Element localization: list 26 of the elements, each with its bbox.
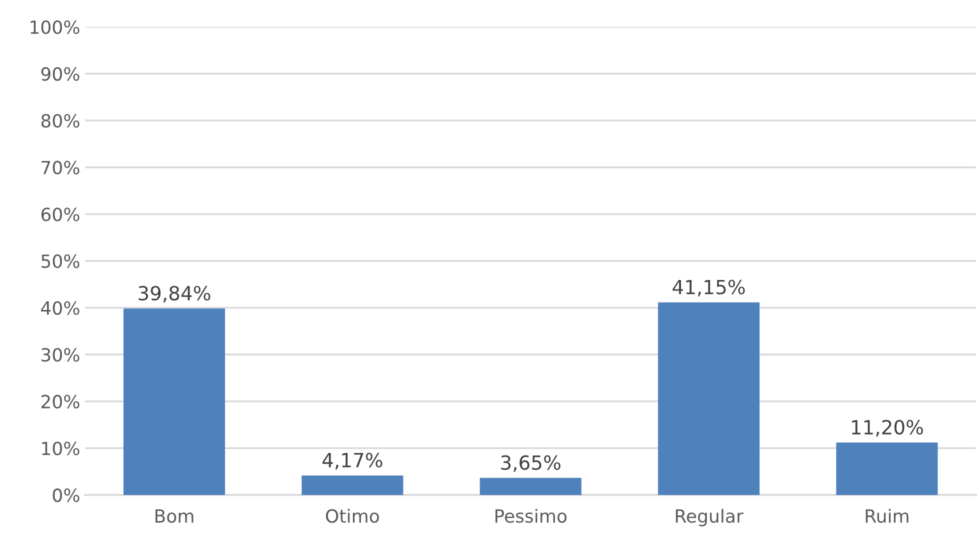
y-tick-label: 40% [41, 301, 80, 315]
x-tick-label: Regular [676, 508, 744, 526]
y-tick-label: 70% [42, 160, 80, 174]
x-tick-label: Otimo [326, 508, 379, 523]
y-tick-label: 20% [42, 394, 80, 408]
y-tick-label: 80% [41, 114, 80, 128]
bar [836, 442, 938, 495]
y-tick-label: 100% [30, 20, 80, 34]
y-tick-label: 50% [42, 254, 80, 268]
y-tick-label: 30% [42, 348, 80, 362]
x-tick-label: Bom [156, 509, 194, 523]
bar [658, 302, 760, 495]
data-label: 41,15% [672, 280, 745, 296]
bar [480, 478, 582, 495]
bar [123, 308, 226, 495]
data-label: 3,65% [501, 455, 560, 472]
data-label: 39,84% [138, 286, 210, 303]
y-tick-label: 10% [42, 442, 80, 456]
x-tick-label: Pessimo [495, 508, 567, 523]
y-tick-label: 0% [52, 488, 80, 502]
y-tick-label: 90% [41, 67, 80, 81]
y-tick-label: 60% [41, 208, 80, 222]
bar [302, 475, 404, 495]
data-label: 4,17% [322, 452, 382, 470]
x-tick-label: Ruim [866, 508, 908, 523]
data-label: 11,20% [852, 420, 923, 437]
